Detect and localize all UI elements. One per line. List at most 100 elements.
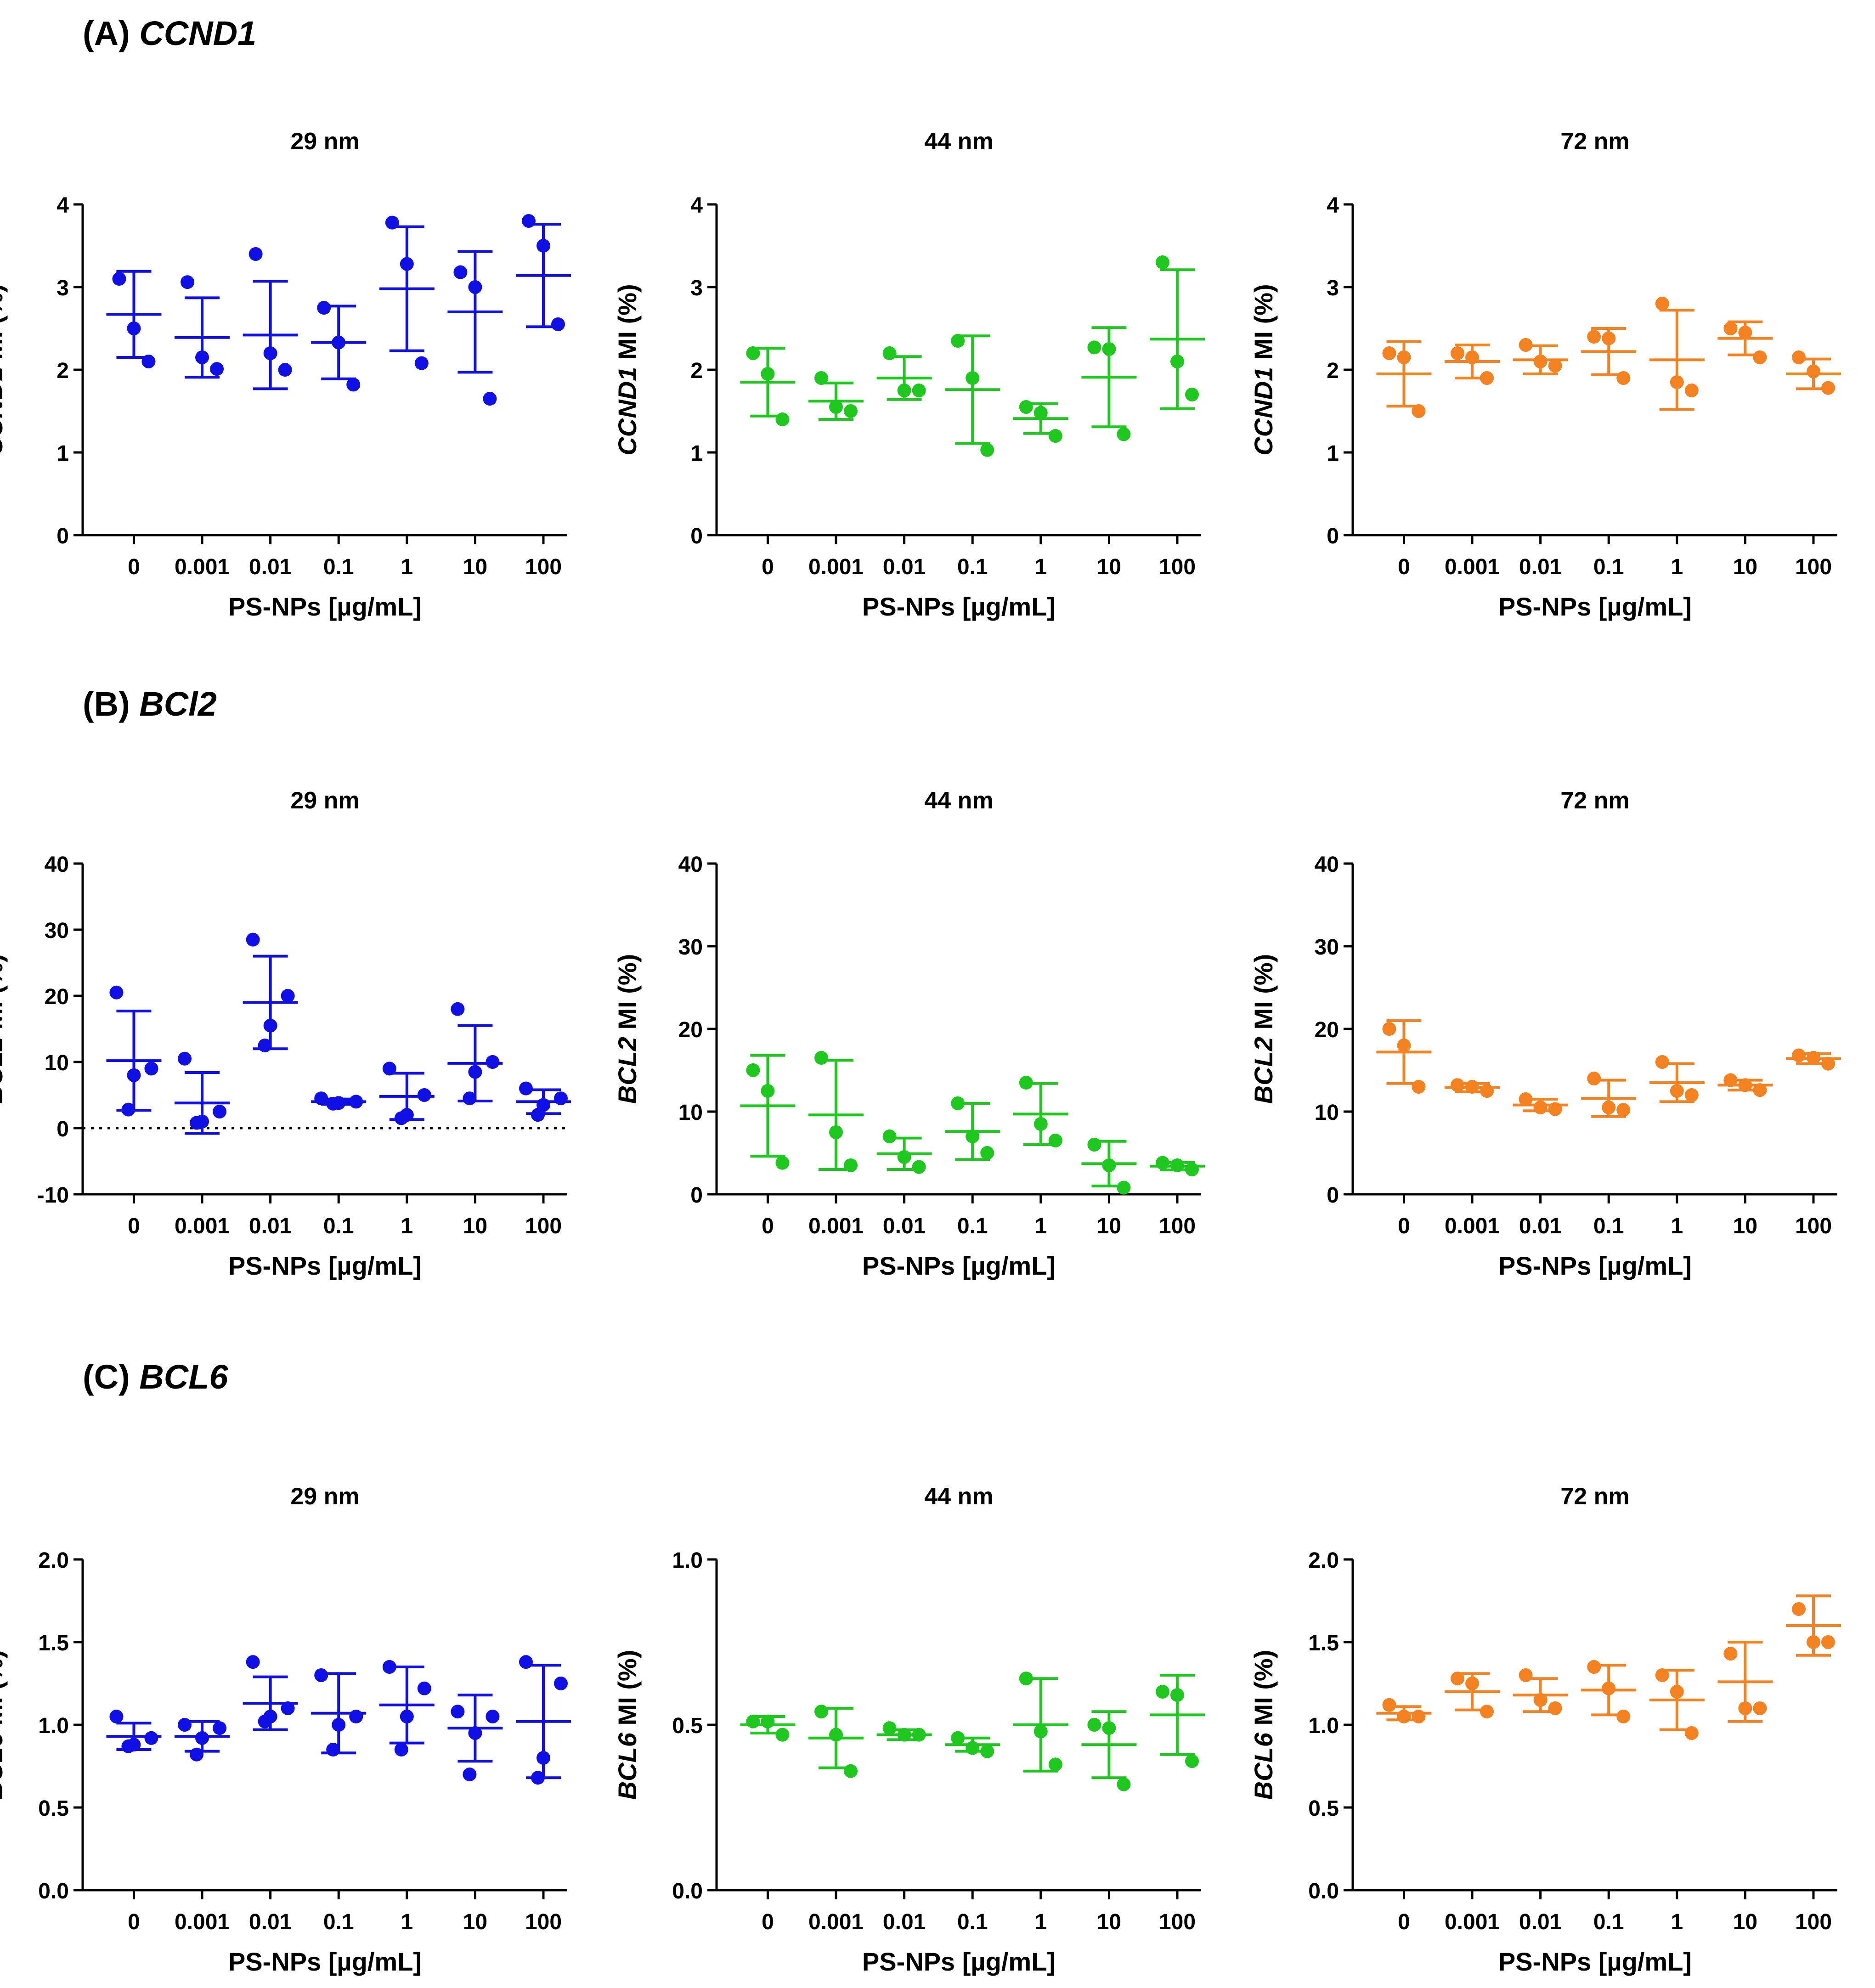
- data-point: [1821, 1635, 1835, 1649]
- data-point: [213, 1721, 227, 1735]
- data-point: [400, 257, 414, 271]
- x-axis-label: PS-NPs [µg/mL]: [228, 1947, 422, 1976]
- data-point: [746, 346, 760, 360]
- y-tick-label: 0.0: [38, 1879, 69, 1903]
- data-point: [1519, 1668, 1533, 1682]
- data-point: [746, 1714, 760, 1728]
- chart-a-29nm: 29 nm 0 1 2 3 4 0 0.001 0.01 0.1 1 10 100 PS-NPs [µg/…: [0, 128, 571, 621]
- data-point: [761, 1084, 775, 1098]
- data-point: [553, 1091, 568, 1106]
- data-point: [468, 1065, 482, 1079]
- data-point: [144, 1731, 158, 1745]
- y-tick-label: 0.5: [38, 1796, 69, 1821]
- data-point: [281, 1701, 295, 1715]
- data-point: [332, 335, 346, 350]
- x-tick-label: 0: [1398, 555, 1410, 579]
- data-point: [346, 378, 361, 392]
- x-tick-label: 1: [1671, 555, 1683, 579]
- data-point: [248, 247, 263, 261]
- data-point: [210, 362, 224, 376]
- data-point: [1155, 1685, 1169, 1699]
- data-point: [1185, 388, 1199, 401]
- data-point: [195, 350, 209, 364]
- data-point: [1019, 1076, 1033, 1090]
- data-point: [1655, 1668, 1669, 1682]
- data-point: [326, 1743, 340, 1756]
- data-point: [1533, 1693, 1547, 1707]
- x-axis-label: PS-NPs [µg/mL]: [228, 592, 422, 621]
- data-point: [317, 301, 331, 315]
- data-point: [1616, 1710, 1631, 1723]
- panel-letter-c: (C): [83, 1358, 130, 1396]
- data-point: [314, 1668, 328, 1682]
- data-point: [278, 363, 292, 377]
- chart-title: 29 nm: [290, 128, 359, 155]
- x-tick-label: 0: [762, 1910, 774, 1934]
- chart-title: 44 nm: [924, 787, 993, 814]
- data-point: [394, 1111, 408, 1125]
- data-point: [1117, 427, 1131, 441]
- y-tick-label: 3: [1327, 276, 1339, 300]
- data-point: [1480, 1084, 1494, 1098]
- data-point: [195, 1731, 209, 1745]
- data-point: [414, 356, 429, 370]
- x-tick-label: 1: [1671, 1910, 1683, 1934]
- data-point: [468, 1726, 482, 1740]
- y-tick-label: 10: [45, 1051, 69, 1075]
- chart-b-29nm: 29 nm -10 0 10 20 30 40 0 0.001 0.01 0.1 1 10 100 PS-N…: [0, 787, 571, 1280]
- data-point: [746, 1063, 760, 1077]
- y-tick-label: 0.5: [1308, 1796, 1339, 1821]
- data-point: [109, 985, 124, 1000]
- data-point: [897, 1728, 911, 1742]
- x-tick-label: 100: [1795, 555, 1832, 579]
- data-point: [531, 1108, 545, 1122]
- x-axis-label: PS-NPs [µg/mL]: [862, 1947, 1056, 1976]
- data-point: [332, 1718, 346, 1732]
- y-tick-label: 1.0: [672, 1548, 703, 1573]
- data-point: [1412, 1710, 1426, 1723]
- data-point: [536, 239, 550, 253]
- data-point: [1684, 1088, 1699, 1102]
- x-tick-label: 0.1: [957, 1214, 988, 1238]
- y-tick-label: 1: [690, 441, 703, 466]
- x-tick-label: 10: [1733, 1214, 1757, 1238]
- data-point: [1087, 1138, 1101, 1152]
- y-tick-label: 20: [1315, 1018, 1339, 1042]
- data-point: [844, 404, 858, 418]
- x-tick-label: 10: [1097, 555, 1121, 579]
- x-tick-label: 0.01: [249, 555, 292, 579]
- y-tick-label: 1: [1327, 441, 1339, 466]
- data-point: [814, 371, 829, 385]
- data-point: [1519, 338, 1533, 352]
- x-tick-label: 0.1: [323, 1214, 354, 1238]
- x-tick-label: 0.001: [808, 1214, 864, 1238]
- data-point: [258, 1039, 272, 1052]
- data-point: [1465, 1080, 1480, 1094]
- x-tick-label: 0.01: [883, 555, 926, 579]
- chart-title: 72 nm: [1560, 787, 1629, 814]
- data-point: [382, 1660, 396, 1674]
- data-point: [141, 355, 156, 368]
- data-point: [951, 1731, 965, 1745]
- x-tick-label: 1: [1034, 1910, 1047, 1934]
- data-point: [1602, 1681, 1616, 1695]
- panel-gene-c: BCL6: [139, 1358, 228, 1396]
- y-tick-label: 4: [690, 193, 703, 218]
- data-point: [844, 1764, 858, 1778]
- x-axis-label: PS-NPs [µg/mL]: [1498, 592, 1692, 621]
- data-point: [1397, 1710, 1411, 1723]
- x-tick-label: 1: [401, 555, 413, 579]
- data-point: [349, 1095, 363, 1109]
- data-point: [1382, 1022, 1396, 1036]
- y-tick-label: 0: [56, 1117, 69, 1141]
- chart-title: 72 nm: [1560, 1483, 1629, 1510]
- x-tick-label: 0: [762, 1214, 774, 1238]
- data-point: [1102, 1158, 1116, 1172]
- x-tick-label: 0.1: [323, 555, 354, 579]
- data-point: [1034, 406, 1048, 420]
- x-tick-label: 0.1: [957, 1910, 988, 1934]
- y-tick-label: 20: [45, 985, 69, 1009]
- data-point: [531, 1771, 545, 1785]
- x-tick-label: 100: [525, 1214, 562, 1238]
- data-point: [1048, 1134, 1062, 1147]
